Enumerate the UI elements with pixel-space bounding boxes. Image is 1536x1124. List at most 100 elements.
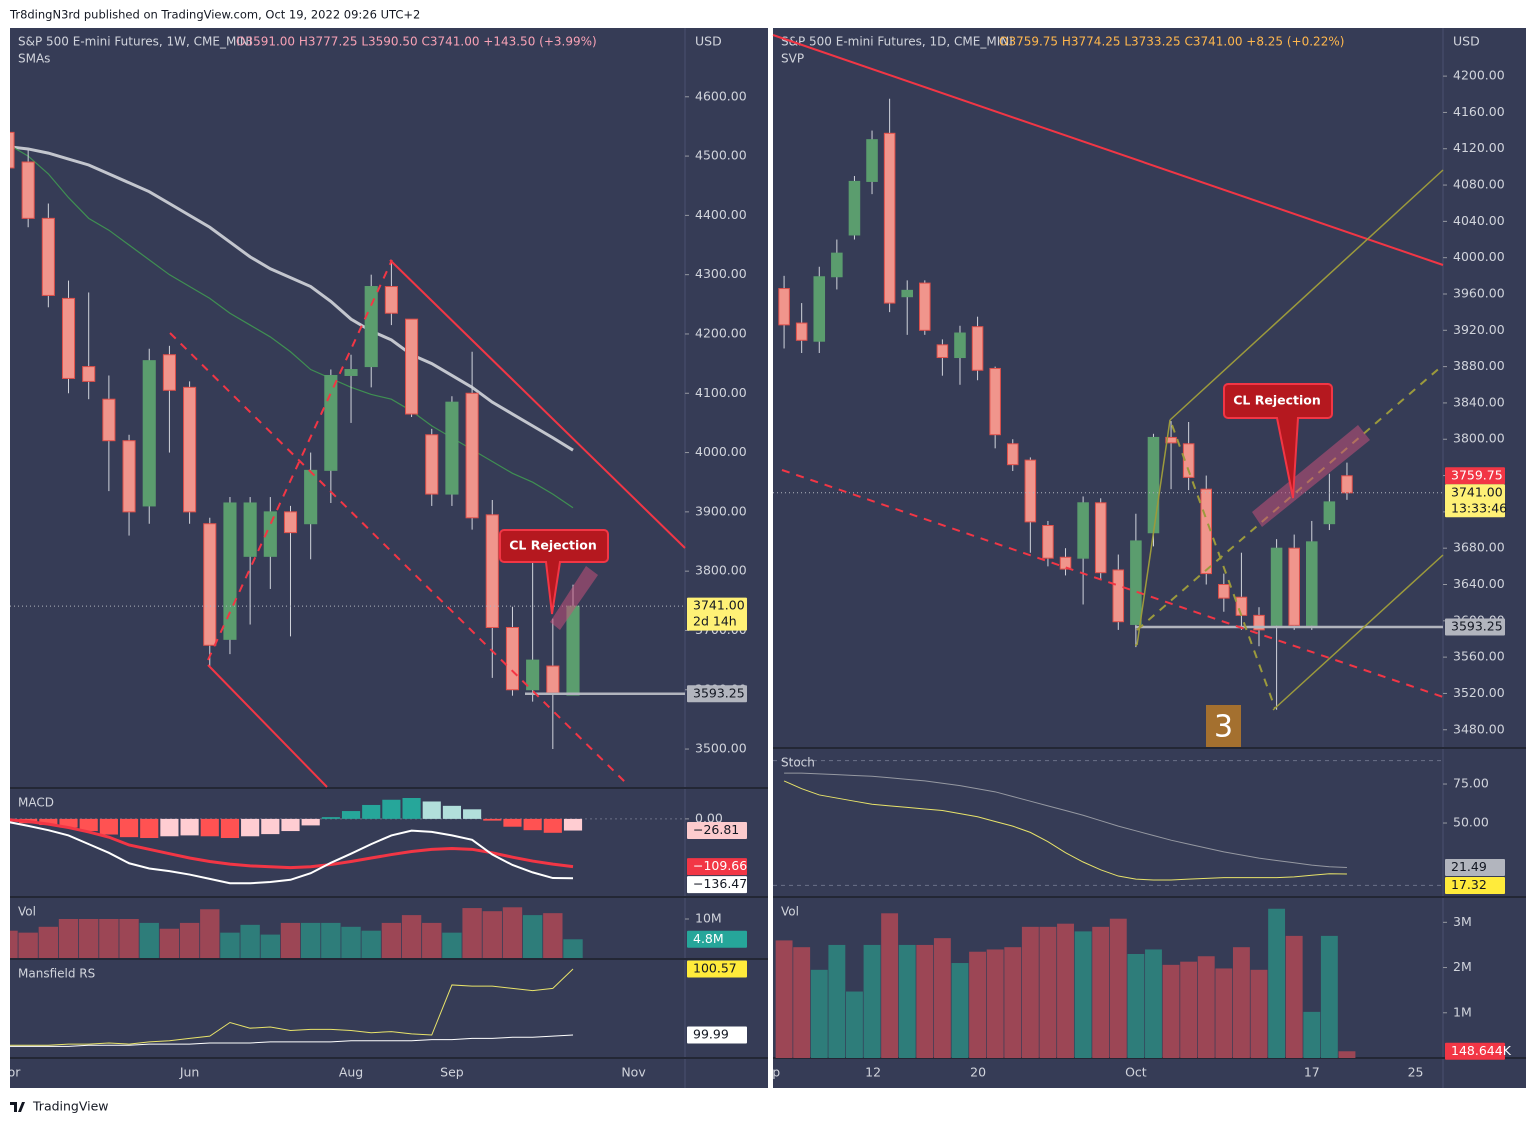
indicator-line	[10, 968, 574, 1046]
y-tick-label: 4200.00	[1453, 68, 1505, 83]
trend-line	[772, 34, 1444, 266]
volume-bar	[1109, 918, 1127, 1058]
x-tick-label: Aug	[339, 1065, 363, 1080]
volume-bar	[1127, 953, 1145, 1058]
volume-bar	[951, 963, 969, 1058]
volume-bar	[1197, 956, 1215, 1058]
histogram-bar	[402, 798, 421, 819]
price-tag	[1445, 858, 1505, 876]
y-tick-label: 3680.00	[1453, 540, 1505, 555]
candle-body	[384, 286, 398, 314]
candle-body	[566, 605, 580, 696]
histogram-bar	[563, 818, 583, 831]
y-tick-label: 10M	[695, 910, 722, 925]
callout	[1223, 383, 1333, 499]
y-tick-label: 50.00	[1453, 815, 1489, 830]
price-tag	[1445, 467, 1505, 485]
price-tag-label: −109.66	[693, 858, 747, 873]
candle-body	[162, 354, 176, 391]
volume-bar	[563, 939, 583, 958]
histogram-bar	[281, 818, 300, 832]
candle-body	[102, 398, 116, 442]
volume-bar	[845, 991, 863, 1058]
y-tick-label: 4300.00	[695, 266, 747, 281]
volume-bar	[58, 918, 79, 958]
pane-title: Stoch	[781, 756, 815, 770]
volume-bar	[179, 922, 200, 958]
volume-bar	[986, 949, 1004, 1058]
volume-bar	[898, 944, 916, 1058]
price-tag	[1445, 484, 1505, 518]
y-tick-label: 3500.00	[695, 741, 747, 756]
volume-bar	[1232, 947, 1250, 1058]
x-tick-label: Jun	[179, 1065, 200, 1080]
volume-bar	[38, 926, 59, 958]
histogram-bar	[422, 801, 441, 819]
price-tag	[687, 960, 747, 978]
y-tick-label: 3480.00	[1453, 721, 1505, 736]
indicator-line	[10, 818, 574, 870]
currency-label: USD	[1453, 34, 1480, 49]
callout	[499, 529, 609, 615]
x-tick-label: 25	[1408, 1065, 1424, 1080]
candle-body	[425, 434, 439, 495]
price-tag	[687, 685, 747, 703]
y-tick-label: 4120.00	[1453, 140, 1505, 155]
candle-body	[10, 131, 15, 169]
chart-title: S&P 500 E-mini Futures, 1D, CME_MINI	[781, 35, 1013, 49]
volume-bar	[280, 922, 301, 958]
footer-logo: TradingView	[10, 1099, 109, 1114]
left-background	[10, 28, 768, 1088]
y-tick-label: 3900.00	[695, 503, 747, 518]
candle-body	[142, 360, 156, 507]
histogram-bar	[220, 818, 240, 839]
y-tick-label: 3920.00	[1453, 322, 1505, 337]
candle-body	[813, 276, 826, 342]
price-tag-label: 17.32	[1451, 877, 1487, 892]
candle-body	[304, 469, 318, 525]
y-tick-label: 4200.00	[695, 325, 747, 340]
indicator-line	[10, 1034, 574, 1047]
candle-body	[883, 132, 896, 304]
y-tick-label: 3520.00	[1453, 685, 1505, 700]
histogram-bar	[543, 818, 562, 833]
y-tick-label: 3960.00	[1453, 285, 1505, 300]
x-tick-label: p	[772, 1065, 780, 1080]
y-tick-label: 3800.00	[695, 563, 747, 578]
y-tick-label: 2M	[1453, 959, 1472, 974]
candle-body	[283, 511, 298, 534]
y-tick-label: 3800.00	[1453, 431, 1505, 446]
candle-body	[848, 180, 861, 236]
x-tick-label: or	[8, 1065, 22, 1080]
x-tick-label: 12	[865, 1065, 881, 1080]
histogram-bar	[321, 817, 340, 819]
price-tag-label: 3593.25	[1451, 618, 1503, 633]
candle-body	[1165, 436, 1177, 444]
indicator-line	[784, 772, 1347, 868]
pane-title: MACD	[18, 796, 54, 810]
y-tick-label: 4100.00	[695, 385, 747, 400]
candle-body	[546, 665, 560, 694]
candle-body	[1094, 502, 1107, 574]
volume-bar	[1074, 931, 1092, 1058]
callout-text: CL Rejection	[1233, 393, 1321, 408]
histogram-bar	[523, 818, 542, 831]
volume-bar	[442, 932, 462, 958]
candle-body	[1130, 540, 1142, 625]
volume-bar	[341, 926, 361, 958]
y-tick-label: 0.00	[695, 810, 723, 825]
channel-line	[1272, 554, 1444, 711]
histogram-bar	[341, 811, 361, 819]
y-tick-label: 4160.00	[1453, 104, 1505, 119]
candle-body	[1024, 459, 1037, 523]
logo	[10, 1102, 25, 1112]
candle-body	[465, 392, 479, 519]
volume-bar	[1285, 935, 1303, 1058]
histogram-bar	[483, 818, 502, 821]
candle-body	[1288, 547, 1300, 626]
volume-bar	[1039, 926, 1057, 1058]
histogram-bar	[160, 818, 179, 837]
price-pane	[773, 98, 1443, 710]
histogram-bar	[362, 804, 381, 819]
volume-bar	[462, 908, 482, 958]
